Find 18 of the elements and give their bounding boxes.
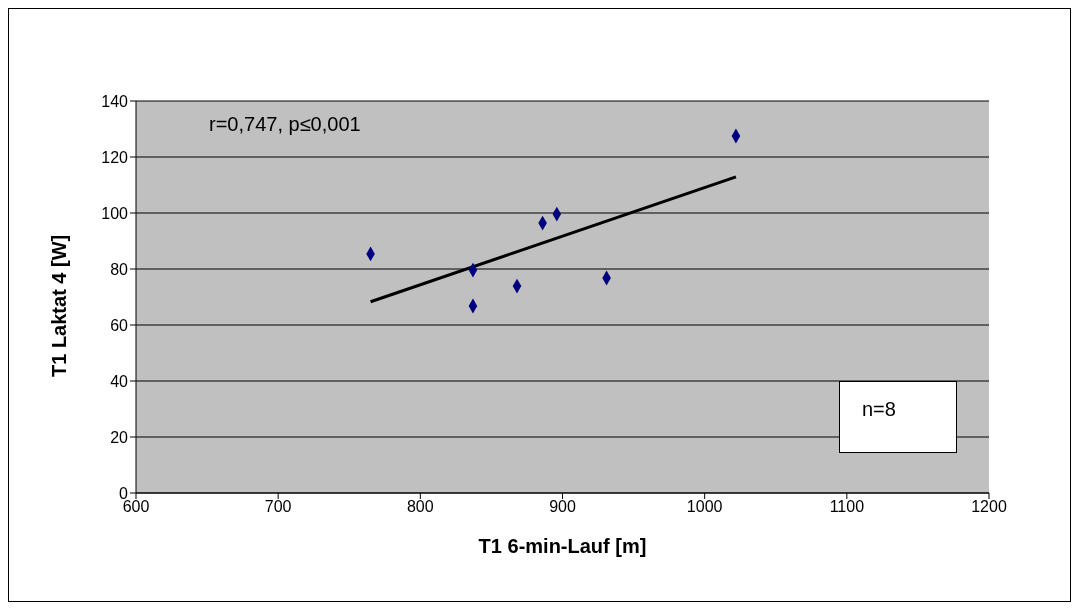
x-tick-label: 1000: [686, 498, 723, 516]
x-tick-label: 600: [122, 498, 150, 516]
y-tick-label: 40: [110, 372, 129, 390]
y-tick-label: 120: [101, 148, 129, 166]
y-tick-label: 80: [110, 260, 129, 278]
x-axis-title: T1 6-min-Lauf [m]: [478, 535, 647, 557]
x-tick-label: 1200: [971, 498, 1007, 516]
annotation: r=0,747, p≤0,001: [209, 113, 361, 136]
y-tick-label: 140: [101, 92, 129, 110]
y-tick-label: 100: [101, 204, 129, 222]
text-box: n=8: [839, 381, 957, 453]
y-axis-title: T1 Laktat 4 [W]: [48, 234, 71, 377]
x-tick-label: 700: [264, 498, 292, 516]
x-tick-label: 1100: [829, 498, 865, 516]
y-tick-label: 60: [110, 316, 129, 334]
x-tick-label: 800: [406, 498, 434, 516]
x-tick-label: 900: [549, 498, 576, 516]
y-tick-label: 20: [110, 428, 129, 446]
